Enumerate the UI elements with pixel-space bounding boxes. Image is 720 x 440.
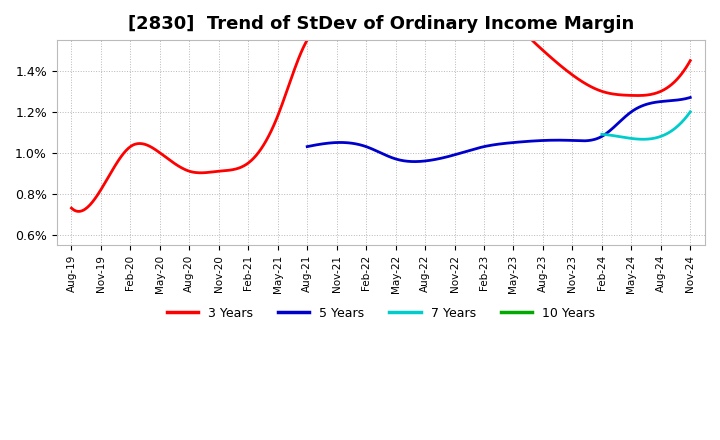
Title: [2830]  Trend of StDev of Ordinary Income Margin: [2830] Trend of StDev of Ordinary Income… (127, 15, 634, 33)
5 Years (511, 140, 520, 145)
Legend: 3 Years, 5 Years, 7 Years, 10 Years: 3 Years, 5 Years, 7 Years, 10 Years (162, 302, 600, 325)
3 Years (577, 78, 585, 84)
Line: 5 Years: 5 Years (307, 98, 690, 161)
7 Years (640, 136, 649, 142)
Line: 3 Years: 3 Years (71, 0, 690, 211)
5 Years (410, 159, 419, 164)
7 Years (646, 136, 654, 142)
7 Years (686, 109, 695, 114)
7 Years (639, 137, 647, 142)
7 Years (650, 136, 659, 141)
3 Years (67, 205, 76, 211)
3 Years (673, 76, 682, 81)
7 Years (639, 137, 648, 142)
7 Years (598, 132, 606, 137)
3 Years (686, 58, 695, 63)
Line: 7 Years: 7 Years (602, 112, 690, 139)
5 Years (678, 97, 686, 102)
5 Years (618, 117, 626, 122)
5 Years (488, 143, 497, 148)
7 Years (670, 126, 679, 132)
7 Years (684, 112, 693, 117)
5 Years (485, 143, 494, 148)
3 Years (75, 209, 84, 214)
5 Years (531, 138, 540, 143)
5 Years (303, 144, 312, 149)
5 Years (686, 95, 695, 100)
